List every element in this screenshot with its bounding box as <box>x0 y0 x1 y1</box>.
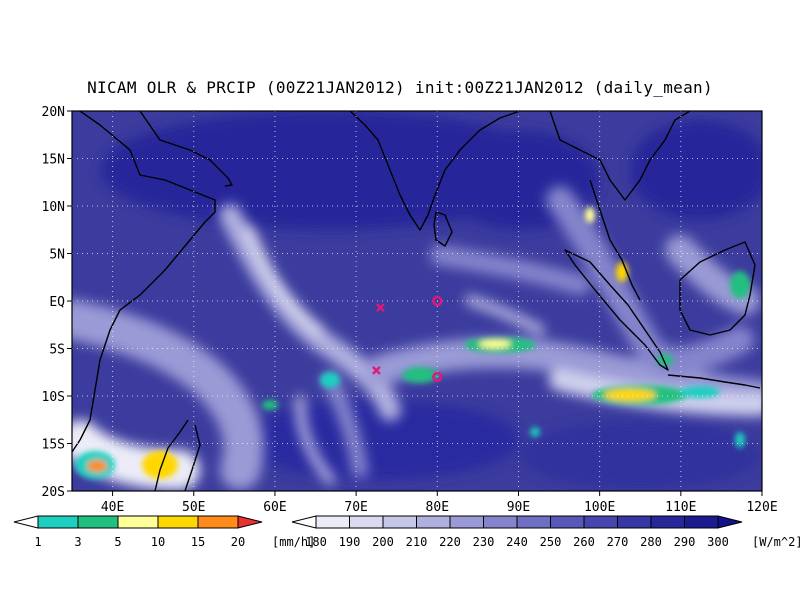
precip-legend-swatch <box>37 515 79 529</box>
coastlines <box>72 111 761 491</box>
lon-tick-label: 120E <box>746 500 777 515</box>
lat-tick-label: 10S <box>42 390 65 405</box>
olr-legend-swatch <box>684 515 719 529</box>
olr-legend-label: 250 <box>540 535 562 549</box>
olr-legend-label: 240 <box>506 535 528 549</box>
lat-tick-label: 5S <box>49 343 65 358</box>
precip-legend-arrow-high <box>237 515 263 529</box>
coast-arabia-north <box>139 111 233 187</box>
storm-marker-x <box>372 366 381 375</box>
coast-arabia-africa <box>72 111 216 453</box>
coast-myanmar-thailand <box>549 111 691 201</box>
precip-legend-label: 10 <box>151 535 165 549</box>
olr-legend-swatch <box>483 515 518 529</box>
olr-legend-label: 300 <box>707 535 729 549</box>
olr-legend-arrow-high <box>717 515 743 529</box>
olr-legend-swatch <box>416 515 451 529</box>
storm-markers <box>372 295 443 383</box>
precip-legend-label: 15 <box>191 535 205 549</box>
lat-tick-label: 15S <box>42 438 65 453</box>
olr-legend-swatch <box>617 515 652 529</box>
lat-tick-label: 20S <box>42 485 65 500</box>
coast-malay-peninsula <box>589 179 641 301</box>
olr-legend-arrow-low <box>291 515 317 529</box>
lat-tick-label: 5N <box>49 248 65 263</box>
olr-legend-swatch <box>550 515 585 529</box>
latitude-labels: 20N 15N 10N 5N EQ 5S 10S 15S 20S <box>42 105 72 500</box>
lon-tick-label: 70E <box>344 500 367 515</box>
graticule <box>72 111 762 491</box>
storm-marker-o <box>432 295 443 307</box>
precip-legend-swatch <box>77 515 119 529</box>
olr-legend-label: 220 <box>439 535 461 549</box>
lon-tick-label: 50E <box>182 500 205 515</box>
longitude-labels: 40E 50E 60E 70E 80E 90E 100E 110E 120E <box>101 491 778 515</box>
coast-india <box>349 111 521 231</box>
olr-legend-swatch <box>650 515 685 529</box>
precip-spots <box>75 207 750 479</box>
olr-legend-label: 280 <box>640 535 662 549</box>
lat-tick-label: EQ <box>49 295 65 310</box>
olr-legend-swatch <box>449 515 484 529</box>
olr-legend-swatch <box>315 515 350 529</box>
coast-madagascar <box>154 419 201 491</box>
lon-tick-label: 90E <box>507 500 530 515</box>
lon-tick-label: 40E <box>101 500 124 515</box>
coast-sumatra <box>564 249 669 371</box>
lon-tick-label: 100E <box>584 500 615 515</box>
lat-tick-label: 15N <box>42 153 65 168</box>
map-field <box>72 111 762 491</box>
olr-legend-label: 270 <box>607 535 629 549</box>
olr-legend-swatch <box>583 515 618 529</box>
map-title: NICAM OLR & PRCIP (00Z21JAN2012) init:00… <box>87 78 713 97</box>
precip-legend-label: 3 <box>74 535 81 549</box>
precip-legend: 1 3 5 10 15 20 [mm/h] <box>13 515 315 549</box>
coast-borneo <box>679 241 756 336</box>
coast-sri-lanka <box>433 211 453 247</box>
precip-legend-label: 5 <box>114 535 121 549</box>
storm-marker-x <box>376 303 385 312</box>
coast-java <box>667 374 761 389</box>
precip-legend-swatch <box>157 515 199 529</box>
olr-legend-label: 210 <box>406 535 428 549</box>
olr-legend-swatch <box>382 515 417 529</box>
olr-legend-label: 260 <box>573 535 595 549</box>
lat-tick-label: 10N <box>42 200 65 215</box>
olr-legend-swatch <box>516 515 551 529</box>
lon-tick-label: 80E <box>426 500 449 515</box>
precip-legend-label: 1 <box>34 535 41 549</box>
olr-legend-swatch <box>349 515 384 529</box>
precip-legend-swatch <box>117 515 159 529</box>
lon-tick-label: 60E <box>263 500 286 515</box>
olr-legend-label: 180 <box>305 535 327 549</box>
precip-legend-unit: [mm/h] <box>272 535 315 549</box>
olr-legend: 180 190 200 210 220 230 240 250 260 270 280 290 300 [… <box>291 515 800 549</box>
storm-marker-o <box>432 371 443 383</box>
precip-legend-label: 20 <box>231 535 245 549</box>
lon-tick-label: 110E <box>665 500 696 515</box>
precip-legend-arrow-low <box>13 515 39 529</box>
olr-legend-label: 290 <box>674 535 696 549</box>
olr-legend-label: 200 <box>372 535 394 549</box>
olr-legend-label: 190 <box>339 535 361 549</box>
olr-legend-unit: [W/m^2] <box>752 535 800 549</box>
lat-tick-label: 20N <box>42 105 65 120</box>
olr-legend-label: 230 <box>473 535 495 549</box>
precip-legend-swatch <box>197 515 239 529</box>
